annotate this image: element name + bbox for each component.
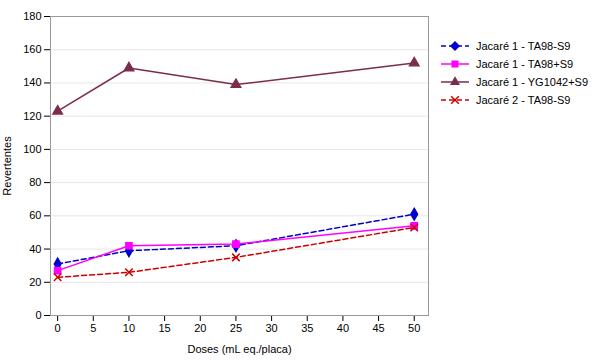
svg-text:0: 0 xyxy=(35,309,41,321)
svg-text:30: 30 xyxy=(265,322,277,334)
svg-text:80: 80 xyxy=(29,176,41,188)
svg-text:20: 20 xyxy=(194,322,206,334)
svg-text:40: 40 xyxy=(29,243,41,255)
svg-text:0: 0 xyxy=(55,322,61,334)
svg-text:40: 40 xyxy=(337,322,349,334)
html-text:Jacaré 2 - TA98-S9: Jacaré 2 - TA98-S9 xyxy=(476,94,571,106)
svg-text:25: 25 xyxy=(230,322,242,334)
svg-text:160: 160 xyxy=(23,43,41,55)
svg-text:140: 140 xyxy=(23,76,41,88)
html-text:Jacaré 1 - TA98-S9: Jacaré 1 - TA98-S9 xyxy=(476,40,571,52)
svg-text:120: 120 xyxy=(23,110,41,122)
svg-text:10: 10 xyxy=(123,322,135,334)
svg-text:Doses (mL eq./placa): Doses (mL eq./placa) xyxy=(187,343,291,355)
svg-text:100: 100 xyxy=(23,143,41,155)
svg-text:180: 180 xyxy=(23,10,41,22)
svg-text:Revertentes: Revertentes xyxy=(1,136,13,196)
svg-text:15: 15 xyxy=(158,322,170,334)
html-text:Jacaré 1 - TA98+S9: Jacaré 1 - TA98+S9 xyxy=(476,58,574,70)
svg-text:50: 50 xyxy=(408,322,420,334)
svg-text:45: 45 xyxy=(372,322,384,334)
svg-text:60: 60 xyxy=(29,209,41,221)
svg-text:20: 20 xyxy=(29,276,41,288)
svg-text:5: 5 xyxy=(90,322,96,334)
html-text:Jacaré 1 - YG1042+S9: Jacaré 1 - YG1042+S9 xyxy=(476,76,588,88)
svg-text:35: 35 xyxy=(301,322,313,334)
